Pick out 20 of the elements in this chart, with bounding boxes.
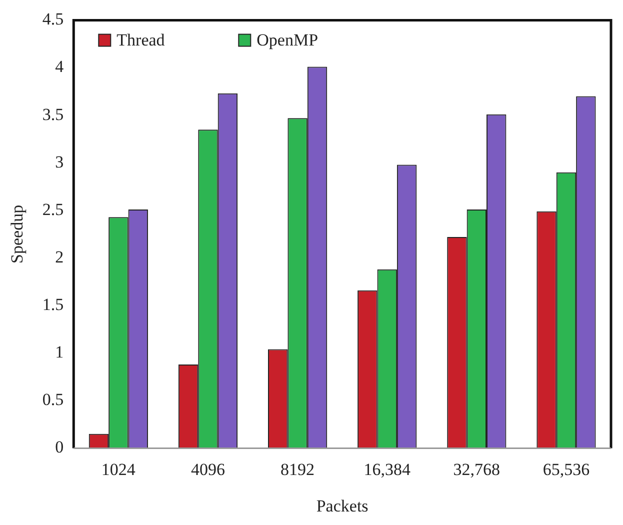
legend-label: Thread [116, 30, 166, 50]
y-tick-label: 4.5 [42, 10, 64, 29]
y-tick-label: 1.5 [42, 295, 64, 314]
y-tick-label: 0.5 [42, 390, 64, 410]
y-tick-label: 1 [55, 342, 64, 362]
y-tick-label: 0 [55, 438, 64, 457]
y-axis-title: Speedup [8, 204, 27, 264]
x-tick-label: 65,536 [542, 460, 590, 479]
y-tick-label: 2 [55, 247, 64, 266]
legend-label: OpenMP [256, 30, 318, 50]
x-axis-title: Packets [316, 496, 368, 516]
y-tick-label: 3 [55, 152, 64, 172]
x-tick-label: 8192 [280, 460, 315, 479]
y-tick-label: 3.5 [42, 104, 64, 124]
y-tick-label: 2.5 [42, 200, 64, 219]
x-tick-label: 1024 [101, 460, 136, 479]
x-tick-label: 16,384 [364, 460, 411, 479]
x-tick-label: 32,768 [453, 460, 500, 479]
y-tick-label: 4 [55, 57, 64, 76]
x-tick-label: 4096 [190, 460, 225, 479]
